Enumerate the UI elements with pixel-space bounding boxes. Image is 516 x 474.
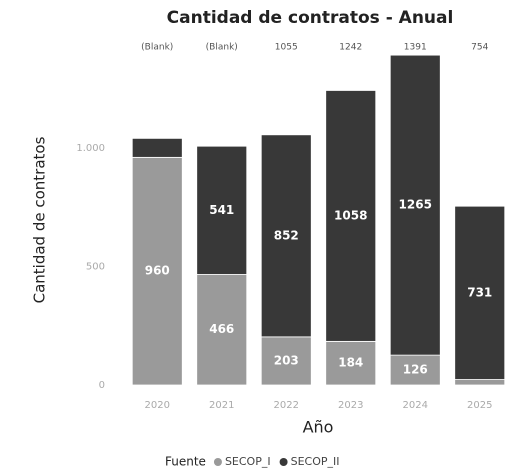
bar-segment bbox=[196, 274, 248, 386]
y-tick-label: 0 bbox=[99, 380, 105, 391]
y-axis-label: Cantidad de contratos bbox=[31, 136, 49, 303]
data-label: 184 bbox=[338, 356, 363, 370]
data-label: 1058 bbox=[334, 208, 367, 222]
data-label: 731 bbox=[467, 285, 492, 299]
data-label: 1265 bbox=[399, 198, 432, 212]
legend-label: SECOP_II bbox=[291, 455, 340, 468]
legend-swatch bbox=[213, 458, 222, 466]
legend-swatch bbox=[279, 458, 288, 466]
data-label: 852 bbox=[274, 228, 299, 242]
total-label: (Blank) bbox=[141, 43, 173, 53]
y-tick-label: 1.000 bbox=[76, 143, 105, 154]
legend-label: SECOP_I bbox=[225, 455, 271, 468]
bar-segment bbox=[454, 205, 506, 380]
total-label: 1242 bbox=[339, 43, 362, 53]
x-tick-label: 2020 bbox=[145, 400, 170, 411]
x-tick-label: 2025 bbox=[467, 400, 492, 411]
bar-segment bbox=[454, 379, 506, 386]
bar-segment bbox=[389, 54, 441, 356]
data-label: 466 bbox=[209, 322, 234, 336]
total-label: 754 bbox=[471, 43, 488, 53]
data-label: 960 bbox=[145, 264, 170, 278]
x-tick-label: 2023 bbox=[338, 400, 363, 411]
y-tick-label: 500 bbox=[86, 261, 105, 272]
data-label: 203 bbox=[274, 353, 299, 367]
bar-segment bbox=[131, 137, 183, 158]
total-label: 1391 bbox=[404, 43, 427, 53]
data-label: 541 bbox=[209, 203, 234, 217]
bar-segment bbox=[389, 354, 441, 386]
chart-title: Cantidad de contratos - Anual bbox=[167, 8, 454, 28]
total-label: (Blank) bbox=[206, 43, 238, 53]
x-axis-label: Año bbox=[303, 418, 334, 437]
bar-segment bbox=[260, 336, 312, 386]
bar-segment bbox=[260, 134, 312, 338]
bar-segment bbox=[325, 90, 377, 342]
x-tick-label: 2024 bbox=[403, 400, 428, 411]
x-tick-label: 2021 bbox=[209, 400, 234, 411]
bar-segment bbox=[196, 145, 248, 275]
total-label: 1055 bbox=[275, 43, 298, 53]
legend-title: Fuente bbox=[165, 455, 206, 469]
bar-segment bbox=[131, 156, 183, 386]
data-label: 126 bbox=[403, 363, 428, 377]
x-tick-label: 2022 bbox=[274, 400, 299, 411]
bar-segment bbox=[325, 340, 377, 386]
